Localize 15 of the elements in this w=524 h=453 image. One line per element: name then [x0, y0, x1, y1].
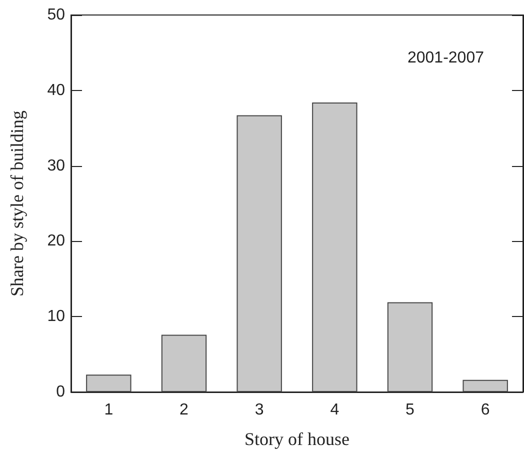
- annotation: 2001-2007: [407, 50, 484, 66]
- x-tick-label: 2: [180, 402, 189, 418]
- x-tick-label: 1: [104, 402, 114, 418]
- x-tick-label: 3: [254, 402, 264, 418]
- y-tick-label: 10: [47, 308, 66, 326]
- y-axis-title: Share by style of building: [7, 110, 27, 296]
- x-tick-label: 5: [406, 402, 415, 418]
- y-tick-label: 0: [56, 384, 66, 400]
- y-tick-label: 50: [47, 6, 66, 24]
- x-tick-label: 4: [330, 402, 340, 418]
- y-tick-label: 40: [47, 82, 66, 99]
- x-axis-title: Story of house: [244, 429, 350, 449]
- y-tick-label: 20: [47, 232, 66, 250]
- x-tick-label: 6: [480, 402, 490, 418]
- y-tick-label: 30: [47, 157, 66, 174]
